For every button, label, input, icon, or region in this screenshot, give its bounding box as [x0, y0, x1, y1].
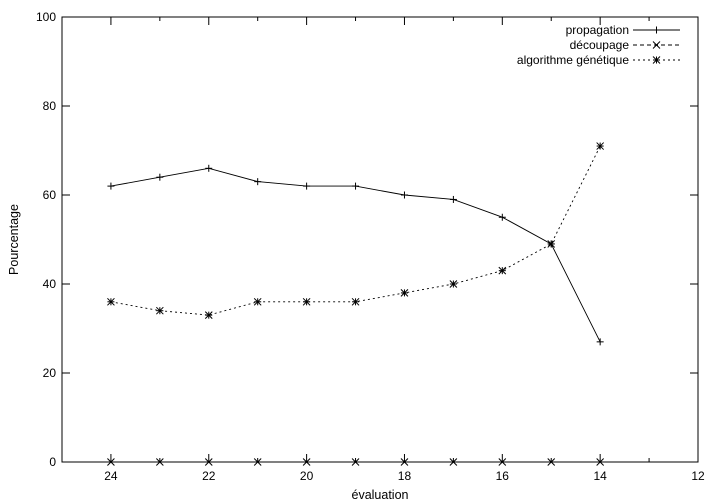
data-point: [449, 458, 458, 466]
axes: 0 20 40 60 80 100 24 22 20 18 16 14 12: [36, 10, 705, 483]
y-tick-label: 100: [36, 10, 56, 24]
data-point: [156, 173, 164, 181]
y-tick-label: 0: [49, 455, 56, 469]
data-point: [449, 195, 457, 203]
data-point: [155, 458, 164, 466]
y-axis-label: Pourcentage: [7, 204, 21, 275]
x-tick-label: 20: [300, 469, 314, 483]
data-point: [400, 191, 408, 199]
data-point: [351, 297, 360, 306]
data-point: [155, 306, 164, 315]
data-point: [253, 297, 262, 306]
data-point: [596, 142, 605, 150]
x-tick-label: 22: [202, 469, 216, 483]
data-point: [302, 458, 311, 466]
y-tick-label: 40: [43, 277, 57, 291]
data-point: [596, 338, 604, 346]
legend-item: algorithme génétique: [517, 53, 680, 67]
data-point: [498, 458, 507, 466]
legend-label: propagation: [566, 23, 629, 37]
legend-marker: [652, 56, 661, 64]
data-point: [547, 458, 556, 466]
series-line: [110, 167, 601, 343]
legend-item: propagation: [566, 23, 680, 37]
series-line: [110, 145, 601, 316]
series-découpage: [107, 458, 605, 466]
data-point: [107, 297, 115, 306]
series-propagation: [107, 164, 604, 346]
data-point: [498, 266, 507, 275]
legend-marker: [653, 26, 660, 34]
data-point: [352, 182, 360, 190]
legend-item: découpage: [570, 38, 680, 52]
data-point: [205, 164, 213, 172]
legend-label: algorithme génétique: [517, 53, 629, 67]
data-point: [204, 458, 213, 466]
y-tick-label: 60: [43, 188, 57, 202]
data-point: [204, 311, 213, 320]
x-tick-label: 16: [496, 469, 510, 483]
y-tick-label: 80: [43, 99, 57, 113]
data-point: [400, 289, 409, 297]
x-tick-label: 24: [104, 469, 118, 483]
data-point: [253, 458, 262, 466]
series-algorithme-génétique: [107, 142, 605, 320]
data-point: [547, 240, 556, 248]
data-point: [351, 458, 360, 466]
data-point: [254, 178, 262, 186]
legend-label: découpage: [570, 38, 630, 52]
plot-frame: [61, 16, 699, 463]
y-tick-label: 20: [43, 366, 57, 380]
data-point: [449, 280, 458, 288]
data-point: [107, 458, 115, 466]
x-tick-label: 14: [593, 469, 607, 483]
data-point: [302, 297, 311, 306]
data-point: [498, 213, 506, 221]
series-layer: [107, 142, 605, 466]
data-point: [596, 458, 605, 466]
data-point: [303, 182, 311, 190]
legend-marker: [652, 41, 661, 49]
data-point: [107, 182, 115, 190]
x-tick-label: 12: [691, 469, 705, 483]
data-point: [400, 458, 409, 466]
x-tick-label: 18: [398, 469, 412, 483]
x-axis-label: évaluation: [352, 488, 409, 502]
